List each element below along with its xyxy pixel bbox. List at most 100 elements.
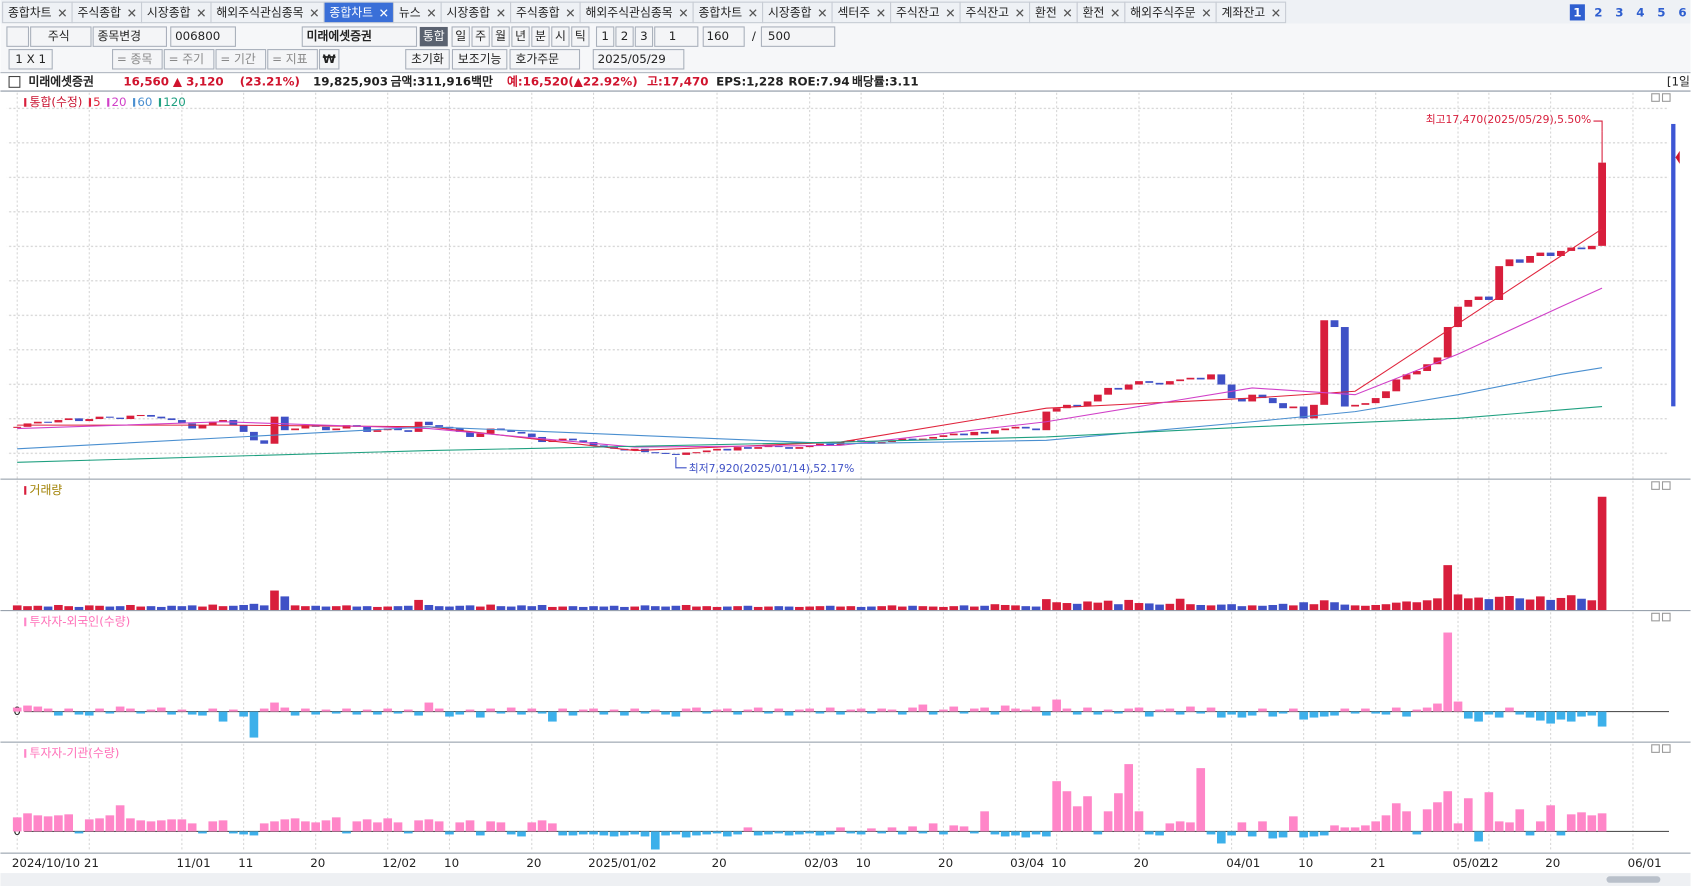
button[interactable] bbox=[6, 26, 30, 47]
interval-input[interactable] bbox=[654, 26, 699, 47]
bar bbox=[1186, 822, 1195, 832]
tab-close[interactable] bbox=[1272, 9, 1280, 17]
pane-button[interactable] bbox=[1651, 744, 1660, 753]
name-field[interactable] bbox=[301, 26, 418, 47]
layout-button[interactable] bbox=[8, 49, 53, 70]
period-button[interactable] bbox=[491, 26, 510, 47]
action-button[interactable] bbox=[509, 49, 581, 70]
filter-button[interactable] bbox=[112, 49, 163, 70]
tab-close[interactable] bbox=[1202, 9, 1211, 17]
tab-close[interactable] bbox=[427, 9, 436, 17]
bar bbox=[455, 711, 465, 715]
tab-close[interactable] bbox=[497, 9, 505, 17]
period-button[interactable] bbox=[511, 26, 530, 47]
bar bbox=[527, 822, 537, 832]
tab-close[interactable] bbox=[1016, 9, 1024, 17]
period-button[interactable] bbox=[531, 26, 550, 47]
tab-close[interactable] bbox=[128, 9, 136, 17]
bar bbox=[64, 606, 73, 611]
tab-close[interactable] bbox=[679, 9, 688, 17]
tab-close[interactable] bbox=[58, 9, 67, 17]
bar bbox=[1124, 764, 1134, 832]
scroll-thumb[interactable] bbox=[1606, 876, 1661, 883]
bar bbox=[434, 606, 444, 611]
info-bar bbox=[0, 73, 1691, 92]
bar bbox=[1402, 811, 1411, 832]
checkbox[interactable] bbox=[8, 75, 21, 88]
pane-button[interactable] bbox=[1661, 744, 1671, 753]
bar bbox=[352, 711, 362, 715]
pane-button[interactable] bbox=[1651, 481, 1660, 490]
bar bbox=[1278, 831, 1288, 838]
tab-close[interactable] bbox=[310, 9, 319, 17]
page-number[interactable]: 6 bbox=[1678, 5, 1686, 19]
bar bbox=[1433, 598, 1442, 611]
bar bbox=[692, 707, 701, 712]
tab-close[interactable] bbox=[1063, 9, 1072, 17]
period-button[interactable] bbox=[471, 26, 490, 47]
date-input[interactable] bbox=[592, 49, 685, 70]
period-button[interactable] bbox=[571, 26, 590, 47]
legend-label: 60 bbox=[137, 95, 152, 109]
market-select[interactable] bbox=[30, 26, 92, 47]
page-number[interactable]: 3 bbox=[1615, 5, 1623, 19]
bar bbox=[1021, 709, 1031, 712]
count-input[interactable] bbox=[702, 26, 745, 47]
page-number[interactable]: 1 bbox=[1573, 5, 1581, 19]
tab-label: 해외주식관심종목 bbox=[585, 5, 672, 19]
filter-button[interactable] bbox=[163, 49, 215, 70]
tab[interactable] bbox=[1215, 1, 1287, 24]
filter-button[interactable] bbox=[215, 49, 267, 70]
page-number[interactable]: 4 bbox=[1636, 5, 1644, 19]
tab-close[interactable] bbox=[197, 9, 205, 17]
bar bbox=[23, 813, 32, 832]
tab-close[interactable] bbox=[749, 9, 757, 17]
slot-button[interactable] bbox=[595, 26, 615, 47]
bar bbox=[867, 828, 876, 832]
code-input[interactable] bbox=[170, 26, 236, 47]
tab-close[interactable] bbox=[566, 9, 575, 17]
tab-close[interactable] bbox=[1111, 9, 1119, 17]
axis-scroll bbox=[1671, 123, 1676, 407]
bar bbox=[1577, 711, 1586, 717]
bar bbox=[290, 605, 300, 611]
action-button[interactable] bbox=[451, 49, 508, 70]
pane-button[interactable] bbox=[1661, 612, 1671, 622]
tab-close[interactable] bbox=[877, 9, 885, 17]
bar bbox=[1484, 711, 1494, 715]
pane-button[interactable] bbox=[1661, 93, 1671, 102]
tab-close[interactable] bbox=[946, 9, 955, 17]
pane-button[interactable] bbox=[1661, 481, 1671, 490]
bar bbox=[671, 711, 681, 717]
x-tick-label: 20 bbox=[526, 856, 541, 870]
candle bbox=[723, 448, 732, 451]
slot-button[interactable] bbox=[615, 26, 634, 47]
currency-button[interactable] bbox=[318, 49, 340, 70]
period-button[interactable] bbox=[451, 26, 470, 47]
tab-close[interactable] bbox=[380, 9, 388, 17]
bar bbox=[23, 705, 32, 712]
bar bbox=[918, 831, 928, 834]
bar bbox=[1381, 815, 1391, 832]
tab-label: 환전 bbox=[1035, 5, 1057, 19]
candle bbox=[13, 426, 22, 428]
max-input[interactable] bbox=[760, 26, 836, 47]
page-active[interactable] bbox=[1569, 4, 1585, 21]
slot-button[interactable] bbox=[634, 26, 654, 47]
bar bbox=[156, 707, 166, 712]
bar bbox=[692, 606, 701, 611]
page-number[interactable]: 5 bbox=[1657, 5, 1665, 19]
page-number[interactable]: 2 bbox=[1594, 5, 1602, 19]
period-button[interactable] bbox=[551, 26, 570, 47]
mode-button[interactable] bbox=[419, 26, 448, 47]
tab-close[interactable] bbox=[818, 9, 827, 17]
candle bbox=[1032, 428, 1040, 431]
bar bbox=[1237, 822, 1247, 832]
change-select[interactable] bbox=[92, 26, 167, 47]
action-button[interactable] bbox=[405, 49, 450, 70]
filter-button[interactable] bbox=[267, 49, 318, 70]
pane-button[interactable] bbox=[1651, 612, 1660, 622]
pane-button[interactable] bbox=[1651, 93, 1660, 102]
bar bbox=[1289, 816, 1298, 832]
bar bbox=[1103, 811, 1113, 832]
